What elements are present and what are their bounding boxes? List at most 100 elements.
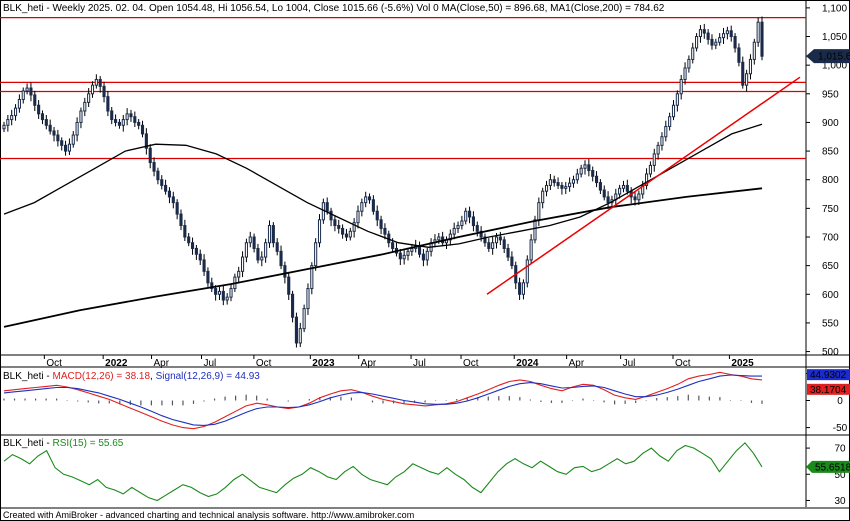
candle [360, 202, 364, 212]
candle [721, 33, 726, 39]
candle [67, 143, 71, 152]
candle [483, 236, 487, 244]
candle [352, 222, 356, 232]
candle [706, 32, 710, 40]
candle [44, 119, 48, 126]
macd-value-flag [807, 383, 850, 395]
candle [114, 119, 118, 123]
candle [248, 236, 252, 244]
candle [594, 175, 599, 184]
macd-title: BLK_heti - MACD(12,26) = 38.18, Signal(1… [3, 371, 260, 382]
candle [402, 254, 406, 260]
macd-line [3, 371, 763, 430]
candle [544, 184, 549, 192]
candle [206, 270, 210, 284]
candle [48, 124, 52, 132]
candle [291, 293, 295, 318]
candle [375, 210, 379, 221]
candle [548, 179, 552, 186]
candle [364, 196, 368, 204]
candle [618, 187, 622, 195]
candle [660, 136, 664, 146]
candle [144, 133, 148, 149]
candle [90, 84, 95, 95]
candle [167, 190, 172, 198]
candle [452, 227, 456, 235]
candle [306, 288, 310, 310]
candle [10, 115, 14, 121]
candle [398, 252, 402, 260]
candle [29, 87, 33, 96]
price-tick-label: 850 [822, 147, 839, 158]
candle [606, 196, 610, 204]
rsi-tick-label: 50 [834, 470, 846, 481]
candle [271, 225, 275, 244]
last-price-label: 1,015.66 [818, 52, 850, 63]
last-price-flag [806, 49, 850, 64]
candle [602, 189, 606, 198]
candle [260, 256, 264, 261]
candle [533, 219, 537, 241]
candle [464, 210, 468, 222]
candle [687, 58, 691, 69]
candle [314, 242, 318, 267]
candle [633, 196, 637, 201]
candle [117, 121, 121, 126]
candle [583, 164, 587, 169]
candle [333, 219, 337, 227]
candle [110, 110, 114, 121]
candle [94, 78, 98, 86]
rsi-title: BLK_heti - RSI(15) = 55.65 [3, 438, 124, 449]
candle [102, 85, 106, 98]
candle [564, 186, 568, 189]
x-tick-label: Jul [413, 358, 426, 369]
candle [267, 225, 272, 244]
candle [21, 90, 25, 101]
candle [179, 213, 183, 227]
candle [733, 36, 737, 49]
candle [679, 78, 683, 95]
signal-value-label: 44.9302 [810, 370, 847, 381]
candle [187, 236, 191, 244]
candle [287, 276, 291, 295]
candle [502, 239, 506, 249]
candle [344, 233, 349, 238]
candle [175, 202, 179, 215]
candle [695, 36, 699, 49]
candle [229, 288, 233, 298]
candle [252, 236, 256, 249]
candle [317, 219, 322, 244]
candle [217, 290, 222, 295]
candle [87, 93, 91, 103]
x-tick-label: Oct [675, 358, 691, 369]
candle [541, 190, 545, 204]
candle [471, 216, 475, 227]
candle [125, 113, 129, 121]
candle [468, 210, 472, 218]
candle [741, 61, 745, 86]
x-tick-label: 2023 [312, 358, 335, 369]
candle [691, 47, 695, 60]
price-tick-label: 900 [822, 118, 839, 129]
x-tick-label: 2025 [731, 358, 754, 369]
candle [241, 256, 245, 272]
price-tick-label: 1,000 [822, 61, 847, 72]
x-tick-label: Jul [204, 358, 217, 369]
candle [460, 220, 464, 227]
candle [129, 113, 133, 118]
candle [17, 99, 21, 109]
candle [656, 144, 660, 155]
x-tick-label: Apr [361, 358, 377, 369]
price-tick-label: 500 [822, 347, 839, 358]
price-tick-label: 800 [822, 175, 839, 186]
candle [202, 259, 206, 272]
candle [52, 130, 56, 136]
candle [40, 113, 45, 121]
candle [198, 253, 202, 261]
candle [221, 290, 225, 301]
candle [406, 250, 410, 256]
candle [702, 29, 706, 34]
candle [525, 259, 529, 284]
price-tick-label: 1,050 [822, 32, 847, 43]
candle [194, 247, 198, 255]
